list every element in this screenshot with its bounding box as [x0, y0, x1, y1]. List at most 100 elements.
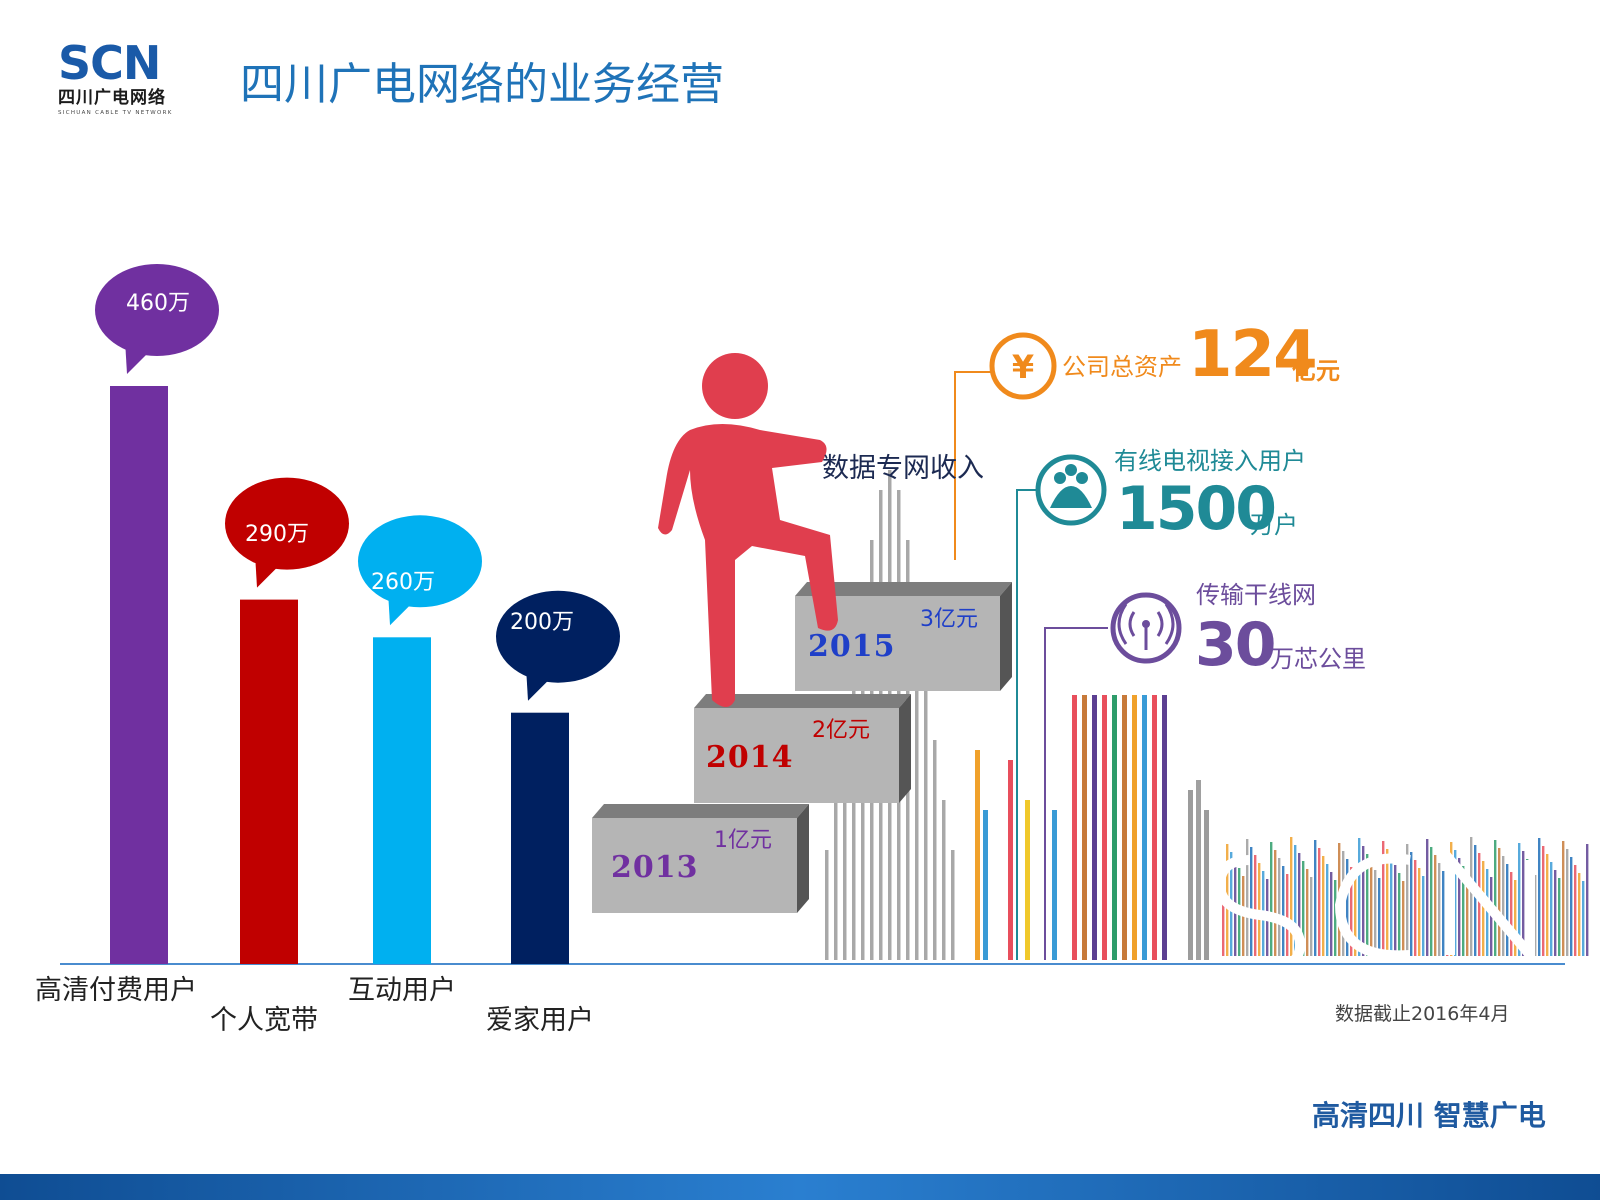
scn-barcode-stripe	[1274, 850, 1277, 956]
brand-logo: SCN 四川广电网络 SICHUAN CABLE TV NETWORK	[58, 38, 183, 123]
stat-label-trunk-network: 传输干线网	[1196, 581, 1316, 609]
stair-front-face	[592, 818, 797, 913]
scn-barcode-stripe	[1574, 865, 1577, 956]
signal-icon-waves	[1117, 603, 1175, 645]
scn-barcode-stripe	[1470, 837, 1473, 956]
scn-barcode-stripe	[1354, 875, 1357, 956]
scn-barcode-stripe	[1418, 868, 1421, 956]
scn-barcode-stripe	[1334, 880, 1337, 956]
scn-barcode-stripe	[1466, 874, 1469, 956]
city-barcode-stripe	[942, 800, 946, 960]
stat-value-trunk-network: 30	[1195, 610, 1276, 680]
scn-letter-mask	[1214, 855, 1306, 975]
city-barcode-stripe	[1196, 780, 1201, 960]
callout-line-assets	[954, 371, 992, 560]
scn-barcode-stripe	[1426, 839, 1429, 956]
scn-barcode-stripe	[1514, 880, 1517, 956]
scn-barcode-stripe	[1510, 872, 1513, 956]
scn-barcode-stripe	[1298, 853, 1301, 956]
user-bars-group	[110, 386, 569, 964]
scn-barcode-stripe	[1286, 874, 1289, 956]
scn-letter-mask	[1445, 846, 1535, 969]
stairs-title: 数据专网收入	[822, 453, 984, 484]
scn-barcode-stripe	[1346, 859, 1349, 956]
scn-barcode-stripe	[1406, 844, 1409, 956]
value-bubble	[496, 590, 620, 683]
city-barcode-stripe	[1204, 810, 1209, 960]
value-bubble-tail	[526, 666, 552, 701]
scn-barcode-stripe	[1458, 858, 1461, 956]
scn-barcode-stripe	[1350, 867, 1353, 956]
stat-value-assets: 124	[1188, 318, 1318, 392]
city-barcode-stripe	[1152, 695, 1157, 960]
scn-barcode-stripe	[1494, 840, 1497, 956]
people-icon-head	[1065, 464, 1077, 476]
scn-barcode-stripe	[1542, 846, 1545, 956]
stat-unit-trunk-network: 万芯公里	[1270, 645, 1366, 673]
scn-barcode-stripe	[1474, 845, 1477, 956]
value-bubble-tail	[255, 553, 281, 588]
bar-label-aijia: 爱家用户	[486, 1005, 594, 1036]
stair-top-face	[795, 582, 1012, 596]
stair-top-face	[694, 694, 911, 708]
value-bubble	[358, 515, 482, 608]
scn-barcode-stripe	[1438, 863, 1441, 956]
stat-unit-tv-users: 万户	[1250, 511, 1298, 539]
stair-year-2014: 2014	[706, 740, 794, 775]
data-date-note: 数据截止2016年4月	[1335, 1003, 1510, 1025]
scn-barcode-stripe	[1250, 847, 1253, 956]
city-barcode-stripe	[1052, 810, 1057, 960]
city-barcode-stripe	[1122, 695, 1127, 960]
value-bubble-tail	[388, 591, 414, 626]
stat-unit-assets: 亿元	[1292, 357, 1340, 385]
city-barcode-stripe	[1072, 695, 1077, 960]
scn-barcode-stripe	[1570, 857, 1573, 956]
bubble-value-broadband: 290万	[245, 522, 309, 547]
scn-barcode-stripe	[1290, 837, 1293, 956]
scn-barcode-stripe	[1302, 861, 1305, 956]
scn-barcode-stripe	[1546, 854, 1549, 956]
logo-chinese-name: 四川广电网络	[58, 88, 166, 108]
city-barcode-stripe	[1112, 695, 1117, 960]
callout-line-trunk-network	[1044, 627, 1108, 960]
scn-barcode-stripe	[1482, 861, 1485, 956]
scn-barcode-stripe	[1498, 848, 1501, 956]
city-barcode-stripe	[951, 850, 955, 960]
stair-top-face	[592, 804, 809, 818]
scn-barcode-stripe	[1258, 863, 1261, 956]
scn-barcode-stripe	[1306, 869, 1309, 956]
stair-front-face	[694, 708, 899, 803]
value-bubble	[95, 264, 219, 356]
city-barcode-stripe	[843, 740, 847, 960]
scn-barcode-stripe	[1502, 856, 1505, 956]
scn-letter-mask	[1334, 853, 1411, 961]
scn-barcode-stripe	[1370, 862, 1373, 956]
scn-barcode-stripe	[1430, 847, 1433, 956]
people-icon-head	[1054, 472, 1066, 484]
yuan-icon: ¥	[1012, 348, 1034, 386]
city-barcode-stripe	[924, 660, 928, 960]
city-barcode-stripe	[1132, 695, 1137, 960]
scn-barcode-stripe	[1330, 872, 1333, 956]
city-barcode-stripe	[1102, 695, 1107, 960]
logo-word: SCN	[58, 36, 161, 90]
scn-barcode-stripe	[1254, 855, 1257, 956]
scn-barcode-stripe	[1246, 839, 1249, 956]
scn-barcode-logo-decoration	[1214, 837, 1589, 975]
value-bubble-tail	[125, 340, 151, 374]
scn-barcode-stripe	[1462, 866, 1465, 956]
climbing-person-icon	[658, 353, 838, 707]
bar-label-broadband: 个人宽带	[210, 1005, 318, 1036]
stat-label-assets: 公司总资产	[1062, 353, 1182, 381]
yuan-icon-ring	[989, 332, 1057, 400]
scn-barcode-stripe	[1374, 870, 1377, 956]
scn-barcode-stripe	[1282, 866, 1285, 956]
scn-barcode-stripe	[1586, 844, 1589, 956]
user-bar	[373, 637, 431, 964]
user-bar	[511, 712, 569, 964]
scn-barcode-stripe	[1454, 850, 1457, 956]
bottom-band	[0, 1174, 1600, 1200]
slogan: 高清四川 智慧广电	[1312, 1099, 1546, 1132]
stat-label-tv-users: 有线电视接入用户	[1114, 447, 1306, 475]
